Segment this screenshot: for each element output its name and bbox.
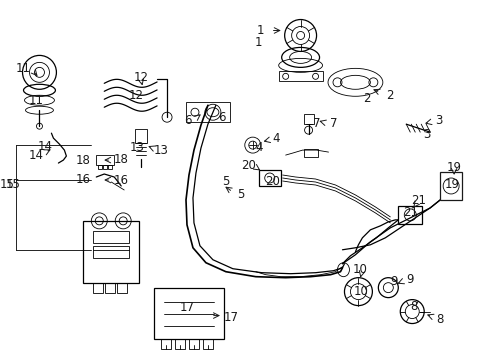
Text: 7: 7 (329, 117, 337, 130)
Text: 14: 14 (29, 149, 44, 162)
Text: 10: 10 (352, 263, 367, 276)
Bar (303, 149, 317, 157)
Bar (93, 283, 103, 293)
Text: 11: 11 (16, 62, 31, 75)
Bar (117, 283, 127, 293)
Bar (258, 170, 280, 186)
Text: 9: 9 (406, 273, 413, 286)
Bar (93, 231, 129, 243)
Text: 4: 4 (271, 132, 279, 145)
Text: 11: 11 (29, 94, 44, 107)
Text: 13: 13 (129, 141, 144, 154)
Bar (83, 221, 139, 283)
Text: 3: 3 (423, 128, 430, 141)
Text: 19: 19 (446, 161, 461, 174)
Text: 8: 8 (436, 313, 443, 326)
Text: 18: 18 (114, 153, 128, 166)
Bar (98, 165, 102, 169)
Bar (161, 339, 171, 350)
Text: 13: 13 (153, 144, 168, 157)
Text: 1: 1 (254, 36, 262, 49)
Bar (303, 114, 313, 124)
Bar (96, 155, 114, 165)
Text: 2: 2 (362, 92, 369, 105)
Text: 21: 21 (402, 206, 417, 219)
Bar (188, 339, 199, 350)
Text: 18: 18 (76, 154, 91, 167)
Text: 16: 16 (114, 174, 128, 186)
Text: 19: 19 (444, 179, 459, 192)
Bar (135, 129, 147, 143)
Text: 8: 8 (410, 300, 417, 313)
Text: 10: 10 (353, 285, 368, 298)
Bar (154, 288, 224, 339)
Text: 14: 14 (38, 140, 53, 153)
Text: 17: 17 (223, 311, 238, 324)
Text: 20: 20 (264, 175, 280, 189)
Bar (105, 283, 115, 293)
Text: 2: 2 (386, 89, 393, 102)
Text: 16: 16 (76, 172, 91, 185)
Bar (93, 246, 129, 258)
Bar (398, 206, 421, 224)
Bar (103, 165, 107, 169)
Text: 4: 4 (254, 141, 262, 154)
Text: 6: 6 (184, 114, 191, 127)
Text: 20: 20 (241, 158, 256, 172)
Text: 21: 21 (410, 194, 425, 207)
Text: 17: 17 (179, 301, 194, 314)
Bar (278, 71, 322, 81)
Text: 6: 6 (218, 111, 225, 124)
Bar (203, 339, 212, 350)
Bar (175, 339, 184, 350)
Text: 3: 3 (435, 114, 442, 127)
Text: 5: 5 (237, 188, 244, 202)
Text: 5: 5 (222, 175, 229, 189)
Text: 12: 12 (128, 89, 143, 102)
Bar (439, 172, 461, 200)
Text: 12: 12 (133, 71, 148, 84)
Text: 15: 15 (6, 179, 21, 192)
Text: 9: 9 (390, 275, 397, 288)
Text: 15: 15 (0, 179, 15, 192)
Bar (185, 102, 229, 122)
Bar (108, 165, 112, 169)
Text: 7: 7 (312, 117, 320, 130)
Text: 1: 1 (257, 24, 264, 37)
